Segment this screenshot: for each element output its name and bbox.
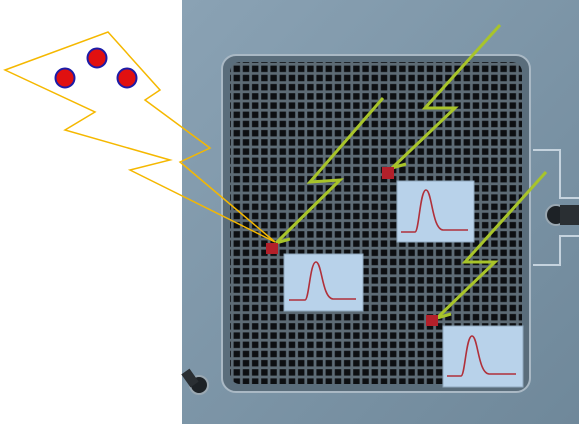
- page: Detector illustration html,body{margin:0…: [0, 0, 579, 424]
- pulse-box: [284, 254, 363, 311]
- knob-right: [546, 205, 579, 225]
- page-body: {}: [0, 0, 579, 424]
- detector-illustration: [0, 0, 579, 424]
- hit-pixel: [266, 243, 278, 254]
- particle: [118, 69, 137, 88]
- hit-pixel: [382, 167, 394, 179]
- particle: [56, 69, 75, 88]
- pulse-box: [443, 326, 523, 387]
- particle: [88, 49, 107, 68]
- hit-pixel: [426, 315, 438, 326]
- pulse-box: [397, 181, 474, 242]
